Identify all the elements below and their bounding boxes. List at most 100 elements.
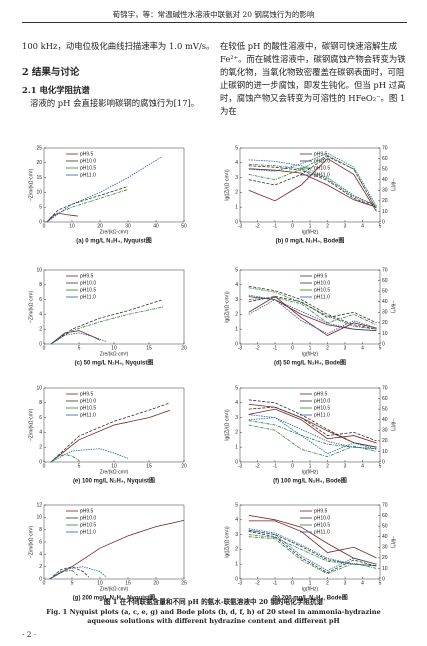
x-tick-label: -2	[255, 580, 260, 586]
body-paragraph: 在较低 pH 的酸性溶液中，碳钢可快速溶解生成 Fe²⁺。而在碱性溶液中，碳钢腐…	[220, 41, 406, 116]
legend-label: pH11.0	[80, 172, 96, 178]
x-tick-label: -1	[273, 463, 278, 469]
y-tick-label: 4	[235, 160, 238, 166]
series-line	[49, 566, 90, 580]
y2-tick-label: 70	[382, 145, 388, 151]
y-tick-label: 3	[235, 415, 238, 421]
legend-label: pH9.5	[314, 508, 328, 514]
y2-tick-label: 50	[382, 288, 388, 294]
y-axis-label: lg(|Z|/(Ω·cm²))	[224, 169, 230, 201]
x-tick-label: 3	[344, 345, 347, 351]
x-tick-label: 4	[361, 580, 364, 586]
y2-tick-label: 20	[382, 438, 388, 444]
x-tick-label: 3	[344, 463, 347, 469]
y-tick-label: 4	[39, 552, 42, 558]
series-line	[248, 295, 377, 337]
x-tick-label: -1	[273, 580, 278, 586]
x-tick-label: 25	[181, 580, 187, 586]
y-tick-label: 20	[36, 160, 42, 166]
y2-tick-label: 70	[382, 385, 388, 391]
series-line	[49, 569, 78, 580]
x-tick-label: 5	[78, 345, 81, 351]
y2-tick-label: 20	[382, 555, 388, 561]
legend-label: pH11.0	[80, 412, 96, 418]
y2-tick-label: 40	[382, 534, 388, 540]
series-line	[248, 154, 377, 210]
y-tick-label: 2	[235, 312, 238, 318]
y2-tick-label: 30	[382, 545, 388, 551]
y-tick-label: 10	[36, 515, 42, 521]
x-tick-label: 0	[291, 223, 294, 229]
y2-tick-label: 60	[382, 278, 388, 284]
x-tick-label: 3	[344, 223, 347, 229]
series-line	[248, 163, 377, 207]
legend-label: pH10.5	[314, 405, 330, 411]
y-tick-label: 2	[235, 547, 238, 553]
y-tick-label: 3	[235, 297, 238, 303]
y-tick-label: 2	[235, 190, 238, 196]
legend-label: pH9.5	[314, 391, 328, 397]
legend-label: pH11.0	[314, 412, 330, 418]
series-line	[248, 529, 377, 571]
y-tick-label: 1	[235, 445, 238, 451]
legend-label: pH10.0	[80, 398, 96, 404]
y-tick-label: 1	[235, 205, 238, 211]
header-rule	[22, 22, 407, 23]
series-line	[50, 402, 171, 463]
y-tick-label: 5	[235, 145, 238, 151]
x-tick-label: 0	[291, 580, 294, 586]
legend-label: pH9.5	[80, 508, 94, 514]
y-axis-label: −Zim/(kΩ·cm²)	[28, 409, 34, 442]
y-tick-label: 0	[39, 459, 42, 465]
x-axis-label: Zre/(kΩ·cm²)	[100, 229, 129, 235]
legend-label: pH9.5	[80, 273, 94, 279]
y2-tick-label: 0	[382, 341, 385, 347]
legend-label: pH10.5	[314, 522, 330, 528]
legend-label: pH10.5	[314, 287, 330, 293]
x-tick-label: 10	[97, 580, 103, 586]
body-line: 100 kHz，动电位极化曲线扫描速率为 1.0 mV/s。	[22, 41, 215, 51]
figure-caption-cn: 图 1 在不同联氨含量和不同 pH 的氨水-联氨溶液中 20 钢的电化学阻抗谱	[103, 598, 324, 606]
plot-frame	[239, 147, 381, 223]
panel-caption: (b) 0 mg/L N₂H₄, Bode图	[276, 237, 345, 245]
x-axis-label: lg(f/Hz)	[302, 469, 318, 475]
panel-caption: (h) 200 mg/L N₂H₄, Bode图	[272, 594, 347, 602]
x-tick-label: 0	[291, 345, 294, 351]
x-axis-label: Zre/(kΩ·cm²)	[100, 351, 129, 357]
x-tick-label: 5	[379, 345, 382, 351]
y-tick-label: 2	[39, 327, 42, 333]
legend-label: pH10.0	[80, 280, 96, 286]
y-axis-label: lg(|Z|/(Ω·cm²))	[224, 409, 230, 441]
x-tick-label: 2	[326, 223, 329, 229]
y-tick-label: 8	[39, 282, 42, 288]
x-tick-label: 4	[361, 223, 364, 229]
series-line	[50, 306, 164, 345]
series-line	[50, 332, 108, 345]
series-line	[248, 424, 377, 458]
y-tick-label: 25	[36, 145, 42, 151]
y2-tick-label: 10	[382, 209, 388, 215]
x-tick-label: 0	[43, 463, 46, 469]
y-tick-label: 10	[36, 267, 42, 273]
x-tick-label: 15	[146, 345, 152, 351]
y-tick-label: 2	[39, 564, 42, 570]
y-tick-label: 4	[235, 400, 238, 406]
series-line	[248, 528, 377, 567]
series-line	[248, 168, 377, 208]
y2-tick-label: 50	[382, 166, 388, 172]
x-tick-label: 5	[379, 580, 382, 586]
x-tick-label: 40	[153, 223, 159, 229]
y2-tick-label: 30	[382, 428, 388, 434]
y-tick-label: 10	[36, 385, 42, 391]
legend-label: pH10.5	[80, 165, 96, 171]
running-header: 荀锦宇，等：常温碱性水溶液中联氨对 20 钢腐蚀行为的影响	[112, 10, 315, 19]
x-tick-label: -3	[238, 345, 243, 351]
legend-label: pH10.0	[314, 515, 330, 521]
series-line	[248, 399, 377, 448]
x-tick-label: 5	[71, 580, 74, 586]
y2-tick-label: 60	[382, 513, 388, 519]
y2-tick-label: 60	[382, 156, 388, 162]
legend-label: pH10.5	[80, 522, 96, 528]
x-tick-label: 20	[97, 223, 103, 229]
y2-tick-label: 40	[382, 177, 388, 183]
